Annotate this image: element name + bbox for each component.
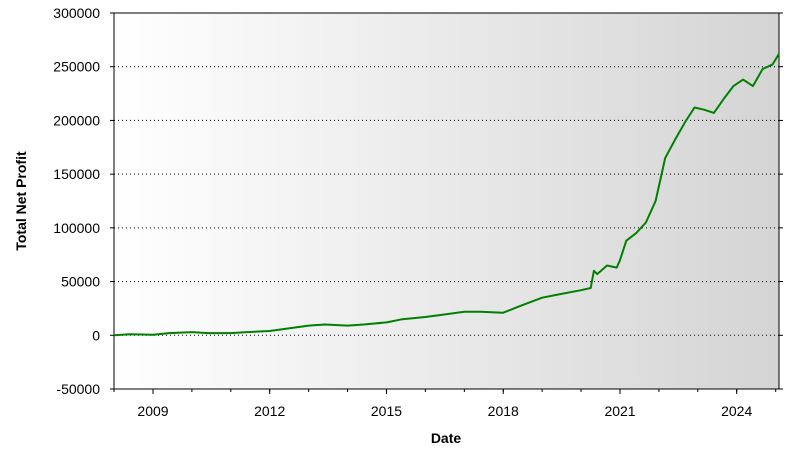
y-tick-label: -50000: [56, 381, 100, 397]
y-tick-label: 200000: [53, 112, 100, 128]
y-axis-title: Total Net Profit: [13, 151, 29, 251]
y-tick-label: 50000: [61, 274, 100, 290]
series-layer: [113, 53, 780, 337]
y-tick-label: 0: [92, 327, 100, 343]
y-tick-label: 100000: [53, 220, 100, 236]
y-tick-label: 150000: [53, 166, 100, 182]
x-tick-label: 2018: [488, 403, 519, 419]
y-tick-label: 250000: [53, 59, 100, 75]
x-tick-label: 2012: [254, 403, 285, 419]
x-tick-label: 2021: [604, 403, 635, 419]
x-tick-label: 2024: [721, 403, 752, 419]
plot-area: [113, 12, 780, 390]
x-axis: 2009 2012 2015 2018 2021 2024: [113, 389, 777, 419]
y-axis: -50000 0 50000 100000 150000 200000 250000 3000…: [53, 5, 783, 397]
gridlines: [114, 66, 779, 336]
x-tick-label: 2015: [371, 403, 402, 419]
x-tick-label: 2009: [137, 403, 168, 419]
y-tick-label: 300000: [53, 5, 100, 21]
series-line-net-profit: [113, 53, 780, 337]
x-axis-title: Date: [431, 430, 462, 446]
